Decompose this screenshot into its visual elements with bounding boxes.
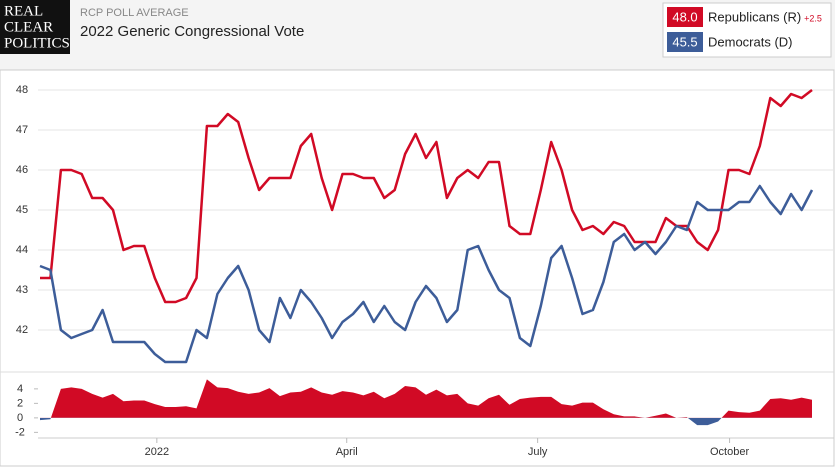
y-tick-label: 43 [16, 284, 28, 296]
chart-title: 2022 Generic Congressional Vote [80, 23, 304, 40]
legend-value: 48.0 [672, 9, 697, 24]
y-tick-label: 0 [17, 412, 23, 424]
y-tick-label: 45 [16, 204, 28, 216]
y-tick-label: 48 [16, 84, 28, 96]
series-line [39, 184, 814, 364]
x-tick-label: April [336, 446, 358, 458]
legend-badge [667, 32, 703, 52]
x-tick-label: July [528, 446, 548, 458]
kicker: RCP POLL AVERAGE [80, 7, 189, 19]
x-tick-label: 2022 [145, 446, 169, 458]
y-tick-label: 44 [16, 244, 28, 256]
logo-text: CLEAR [4, 19, 53, 35]
x-tick-label: October [710, 446, 749, 458]
spread-area [40, 379, 812, 426]
y-tick-label: 2 [17, 397, 23, 409]
legend-value: 45.5 [672, 34, 697, 49]
y-tick-label: 47 [16, 124, 28, 136]
y-tick-label: 46 [16, 164, 28, 176]
logo-bg [0, 0, 70, 54]
series-line [40, 89, 813, 304]
legend-lead: +2.5 [804, 13, 822, 23]
legend-badge [667, 7, 703, 27]
y-tick-label: 4 [17, 383, 23, 395]
area [40, 379, 812, 418]
legend-label: Democrats (D) [708, 34, 793, 49]
legend-label: Republicans (R) [708, 9, 801, 24]
logo-text: POLITICS [4, 35, 70, 51]
y-tick-label: -2 [15, 426, 25, 438]
logo-text: REAL [4, 3, 43, 19]
y-tick-label: 42 [16, 324, 28, 336]
